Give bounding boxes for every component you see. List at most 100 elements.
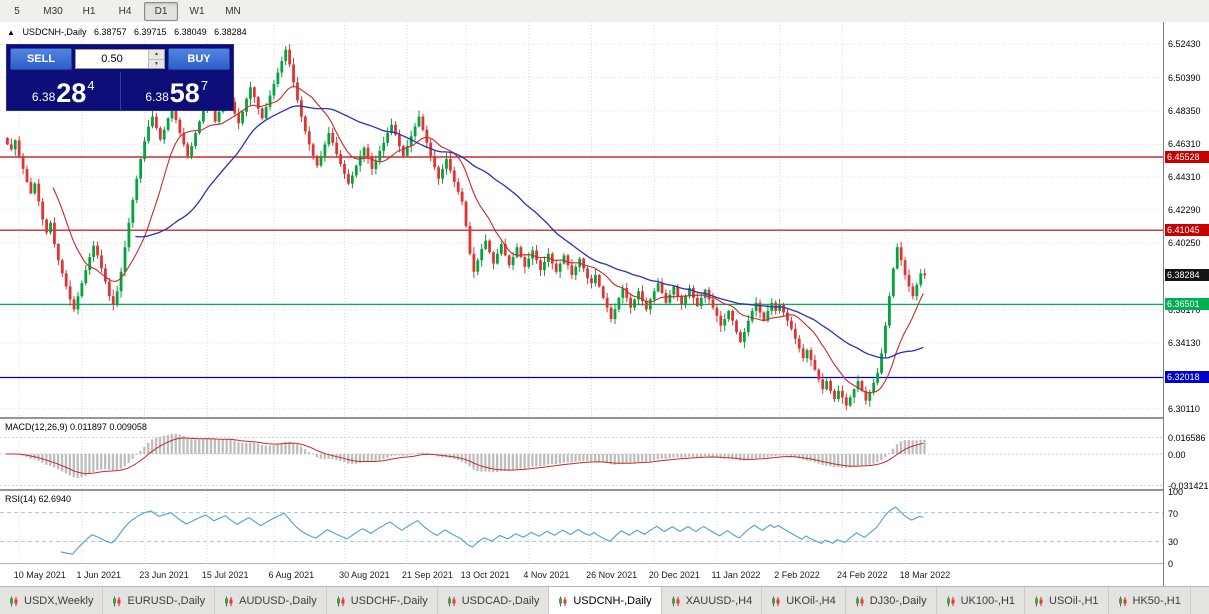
date-axis-label: 4 Nov 2021 — [523, 570, 570, 580]
date-axis-label: 10 May 2021 — [13, 570, 66, 580]
rsi-axis-label: 100 — [1168, 487, 1184, 497]
sell-price-big: 28 — [56, 78, 87, 108]
price-axis-label: 6.40250 — [1168, 238, 1201, 249]
chart-tab-hk50-h1[interactable]: HK50-,H1 — [1109, 587, 1191, 614]
chart-tab-ukoil-h4[interactable]: UKOil-,H4 — [762, 587, 846, 614]
chart-tab-label: USDCAD-,Daily — [461, 595, 540, 607]
rsi-indicator-panel[interactable] — [0, 491, 1163, 563]
date-axis-label: 15 Jul 2021 — [201, 570, 249, 580]
candlestick-icon — [558, 596, 568, 607]
price-axis-label: 6.48350 — [1168, 105, 1201, 116]
macd-axis-label: -0.031421 — [1168, 481, 1209, 492]
sell-price-sup: 4 — [87, 78, 95, 93]
volume-increase-button[interactable]: ▲ — [149, 50, 164, 59]
one-click-trading-panel: SELL 0.50 ▲ ▼ BUY 6.38 28 4 6.38 58 7 — [6, 44, 234, 111]
chart-tab-label: DJ30-,Daily — [869, 595, 927, 607]
price-axis-label: 6.34130 — [1168, 338, 1201, 349]
chart-tab-label: USDCHF-,Daily — [350, 595, 428, 607]
date-axis-label: 26 Nov 2021 — [586, 570, 638, 580]
sell-price[interactable]: 6.38 28 4 — [7, 72, 121, 110]
chart-tab-label: XAUUSD-,H4 — [685, 595, 753, 607]
price-axis-label: 6.52430 — [1168, 39, 1201, 50]
date-axis-label: 1 Jun 2021 — [76, 570, 122, 580]
candlestick-icon — [9, 596, 19, 607]
macd-indicator-panel[interactable] — [0, 419, 1163, 489]
price-axis-label: 6.30110 — [1168, 403, 1200, 414]
buy-price-sup: 7 — [200, 78, 209, 93]
chart-tab-usdcnh-daily[interactable]: USDCNH-,Daily — [549, 587, 662, 614]
date-axis-label: 13 Oct 2021 — [460, 570, 510, 580]
date-axis-label: 6 Aug 2021 — [268, 570, 315, 580]
chart-tab-label: USOil-,H1 — [1049, 595, 1099, 607]
date-axis[interactable]: 10 May 2021 1 Jun 2021 23 Jun 2021 15 Jul 2… — [0, 564, 1163, 586]
macd-label: MACD(12,26,9) 0.011897 0.009058 — [5, 422, 147, 432]
chart-tab-label: USDCNH-,Daily — [573, 595, 652, 607]
price-axis-label: 6.50390 — [1168, 72, 1201, 83]
candlestick-icon — [855, 596, 865, 607]
candlestick-icon — [447, 596, 457, 607]
timeframe-button-H4[interactable]: H4 — [118, 5, 132, 17]
price-level-box: 6.38284 — [1165, 268, 1209, 281]
chart-tab-label: HK50-,H1 — [1132, 595, 1181, 607]
price-axis[interactable]: 6.52430 6.50390 6.48350 6.46310 6.44310 6.422… — [1163, 22, 1209, 586]
candlestick-icon — [771, 596, 781, 607]
timeframe-button-M30[interactable]: M30 — [43, 5, 63, 17]
date-axis-label: 30 Aug 2021 — [339, 570, 390, 580]
date-axis-label: 20 Dec 2021 — [648, 570, 700, 580]
price-axis-label: 6.46310 — [1168, 139, 1201, 150]
buy-button[interactable]: BUY — [168, 48, 230, 70]
chart-title: USDCNH-,Daily — [22, 27, 87, 37]
rsi-axis-label: 0 — [1168, 559, 1174, 569]
date-axis-label: 2 Feb 2022 — [774, 570, 820, 580]
price-axis-label: 6.42290 — [1168, 204, 1201, 215]
chart-tab-eurusd-daily[interactable]: EURUSD-,Daily — [103, 587, 216, 614]
timeframe-button-W1[interactable]: W1 — [189, 5, 205, 17]
ohlc-close: 6.38284 — [214, 27, 247, 37]
candlestick-icon — [1034, 596, 1044, 607]
rsi-axis-label: 30 — [1168, 537, 1179, 548]
macd-axis-label: 0.00 — [1168, 450, 1186, 460]
rsi-axis-label: 70 — [1168, 508, 1179, 519]
volume-value[interactable]: 0.50 — [101, 53, 123, 65]
buy-price-big: 58 — [169, 78, 200, 108]
panel-separator[interactable] — [0, 417, 1163, 419]
chart-tab-usdchf-daily[interactable]: USDCHF-,Daily — [327, 587, 438, 614]
date-axis-label: 23 Jun 2021 — [139, 570, 189, 580]
volume-field[interactable]: 0.50 ▲ ▼ — [75, 49, 165, 69]
chart-tab-dj30-daily[interactable]: DJ30-,Daily — [846, 587, 937, 614]
timeframe-toolbar: 5 M30 H1 H4 D1 W1 MN — [0, 0, 1209, 23]
ohlc-low: 6.38049 — [174, 27, 207, 37]
chart-tab-usoil-h1[interactable]: USOil-,H1 — [1025, 587, 1109, 614]
chart-tab-uk100-h1[interactable]: UK100-,H1 — [937, 587, 1026, 614]
candlestick-icon — [1118, 596, 1128, 607]
timeframe-button-D1[interactable]: D1 — [144, 1, 178, 21]
chart-tab-xauusd-h4[interactable]: XAUUSD-,H4 — [662, 587, 763, 614]
sell-button[interactable]: SELL — [10, 48, 72, 70]
volume-decrease-button[interactable]: ▼ — [149, 58, 164, 68]
ohlc-high: 6.39715 — [134, 27, 167, 37]
candlestick-icon — [224, 596, 234, 607]
chart-tab-label: UKOil-,H4 — [786, 595, 836, 607]
candlestick-icon — [336, 596, 346, 607]
chart-tab-usdcad-daily[interactable]: USDCAD-,Daily — [438, 587, 550, 614]
timeframe-button-MN[interactable]: MN — [225, 5, 241, 17]
chart-tab-usdx-weekly[interactable]: USDX,Weekly — [0, 587, 104, 614]
chart-ohlc-readout: ▲ USDCNH-,Daily 6.38757 6.39715 6.38049 … — [7, 27, 252, 37]
panel-separator — [0, 563, 1163, 564]
buy-price[interactable]: 6.38 58 7 — [121, 72, 234, 110]
timeframe-button-5[interactable]: 5 — [14, 5, 20, 17]
collapse-arrow-icon[interactable]: ▲ — [7, 28, 15, 37]
chart-tab-audusd-daily[interactable]: AUDUSD-,Daily — [215, 587, 327, 614]
timeframe-button-H1[interactable]: H1 — [82, 5, 96, 17]
date-axis-label: 21 Sep 2021 — [401, 570, 453, 580]
price-level-box: 6.45528 — [1165, 150, 1209, 163]
price-level-box: 6.36501 — [1165, 297, 1209, 310]
chart-tab-label: UK100-,H1 — [960, 595, 1016, 607]
panel-separator[interactable] — [0, 489, 1163, 491]
candlestick-icon — [946, 596, 956, 607]
sell-price-prefix: 6.38 — [31, 90, 56, 104]
chart-tab-label: USDX,Weekly — [24, 595, 94, 607]
candlestick-icon — [671, 596, 681, 607]
macd-axis-label: 0.016586 — [1168, 433, 1206, 444]
rsi-label: RSI(14) 62.6940 — [5, 494, 72, 504]
